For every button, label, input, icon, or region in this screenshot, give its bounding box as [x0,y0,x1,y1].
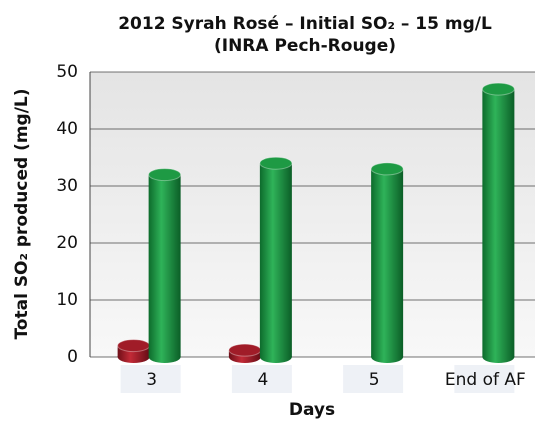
bar-top [148,168,182,182]
bar-top [370,162,404,176]
y-tick-label: 0 [67,347,78,367]
chart-title: (INRA Pech-Rouge) [214,36,396,56]
bar-body [259,163,292,357]
bar [117,339,151,363]
y-tick-label: 20 [56,233,78,253]
bar-top [259,156,293,170]
bar-base [148,351,181,363]
bar-base [482,351,515,363]
bar-body [482,89,515,357]
bar-top [481,82,515,96]
y-axis-label: Total SO₂ produced (mg/L) [12,88,32,339]
bar [370,162,404,363]
bar-base [259,351,292,363]
bar-top [228,343,262,357]
bar [148,168,182,363]
x-label-box [343,365,404,393]
x-axis-label: Days [289,400,335,420]
x-tick-label: 5 [369,370,380,390]
y-tick-label: 50 [56,62,78,82]
y-tick-label: 40 [56,119,78,139]
x-label-box [231,365,292,393]
bar [228,343,262,363]
bar-base [371,351,404,363]
bar-base [117,351,150,363]
x-tick-label: 3 [146,370,157,390]
x-tick-label: 4 [257,370,268,390]
bar-body [371,168,404,357]
bar-top [117,339,151,353]
bar [259,156,293,363]
x-tick-label: End of AF [445,370,526,390]
y-tick-label: 10 [56,290,78,310]
x-label-box [454,365,515,393]
y-tick-label: 30 [56,176,78,196]
chart-title: 2012 Syrah Rosé – Initial SO₂ – 15 mg/L [118,14,492,34]
bar-body [148,174,181,357]
x-label-box [120,365,181,393]
bar [481,82,515,363]
